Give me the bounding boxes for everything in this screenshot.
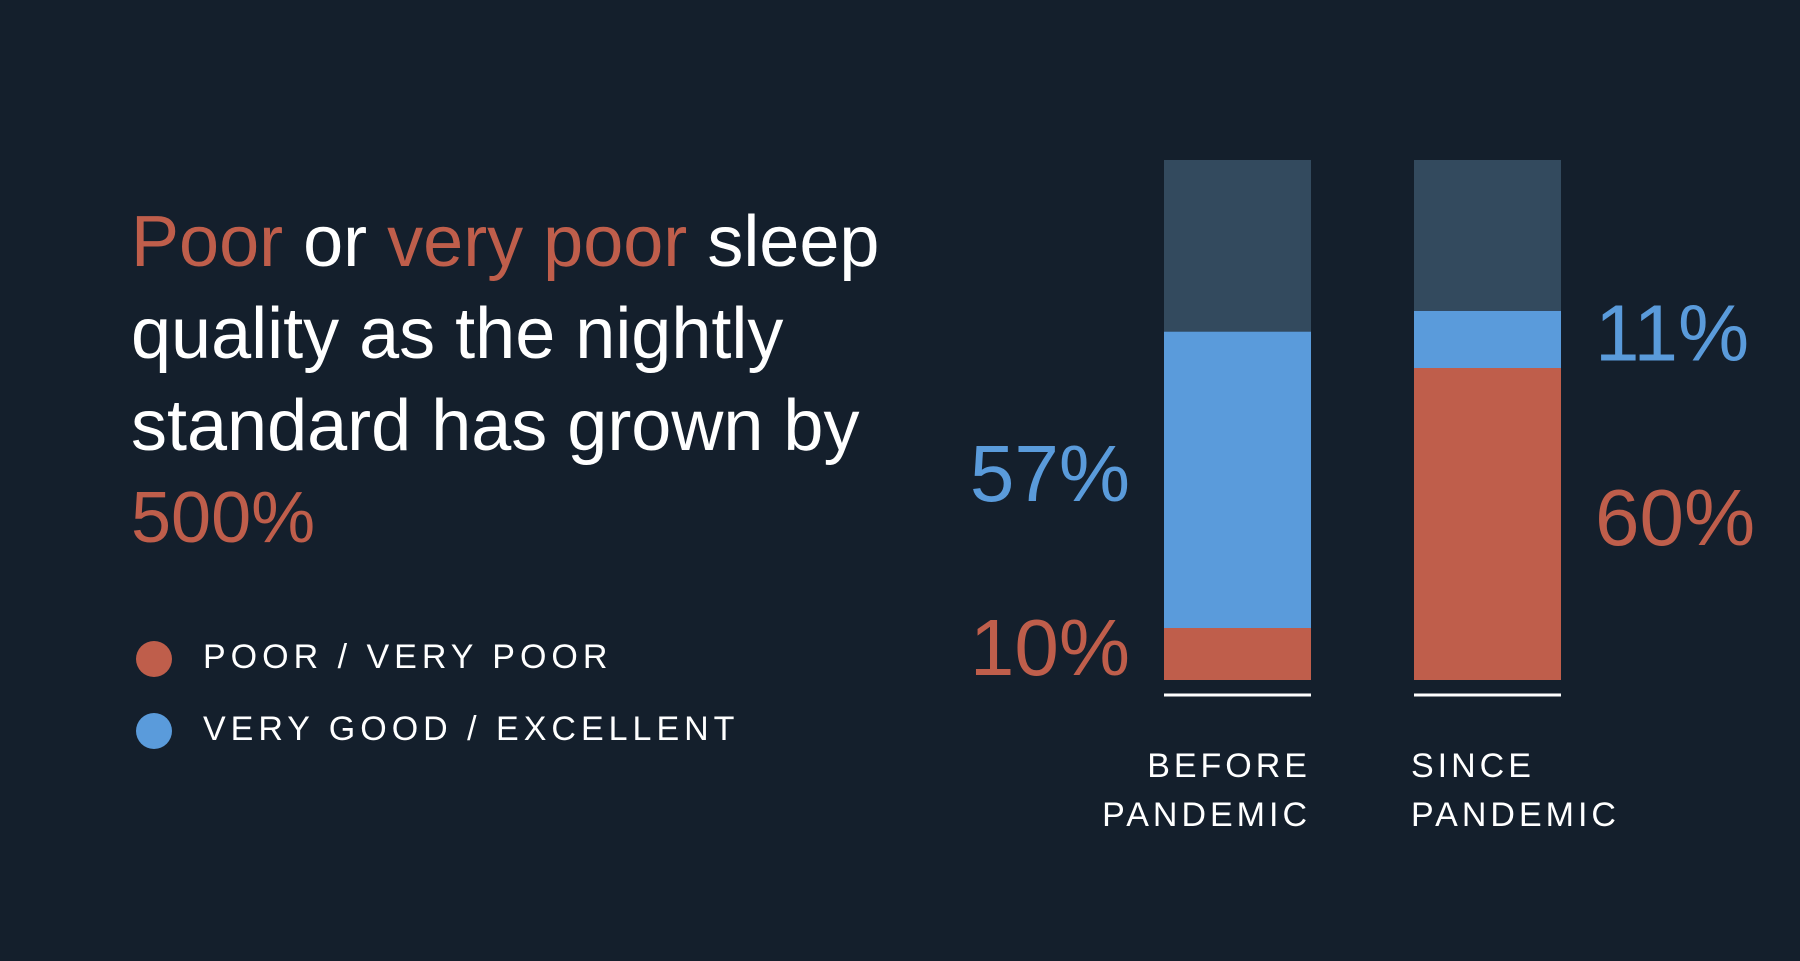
headline: Poor or very poor sleep quality as the n… <box>131 196 901 564</box>
bar-segment <box>1414 368 1561 680</box>
legend-marker <box>136 713 172 749</box>
headline-part: 500% <box>131 478 316 558</box>
headline-part: sleep quality as the nightly standard ha… <box>131 202 880 466</box>
legend-label: POOR / VERY POOR <box>203 638 612 676</box>
legend-label: VERY GOOD / EXCELLENT <box>203 710 739 748</box>
headline-part: Poor <box>131 202 284 282</box>
value-label: 11% <box>1595 289 1749 378</box>
value-label: 60% <box>1595 473 1755 562</box>
bar-segment <box>1164 628 1311 680</box>
headline-part: or <box>303 202 368 282</box>
category-label: SINCE PANDEMIC <box>1411 747 1620 834</box>
category-label: BEFORE PANDEMIC <box>1102 747 1312 834</box>
value-label: 10% <box>970 603 1130 692</box>
bar-segment <box>1414 310 1561 368</box>
bar-segment <box>1164 331 1311 628</box>
bar-segment <box>1414 160 1561 311</box>
value-label: 57% <box>970 429 1130 518</box>
headline-part: very poor <box>387 202 688 282</box>
bar-segment <box>1164 160 1311 332</box>
legend-marker <box>136 641 172 677</box>
